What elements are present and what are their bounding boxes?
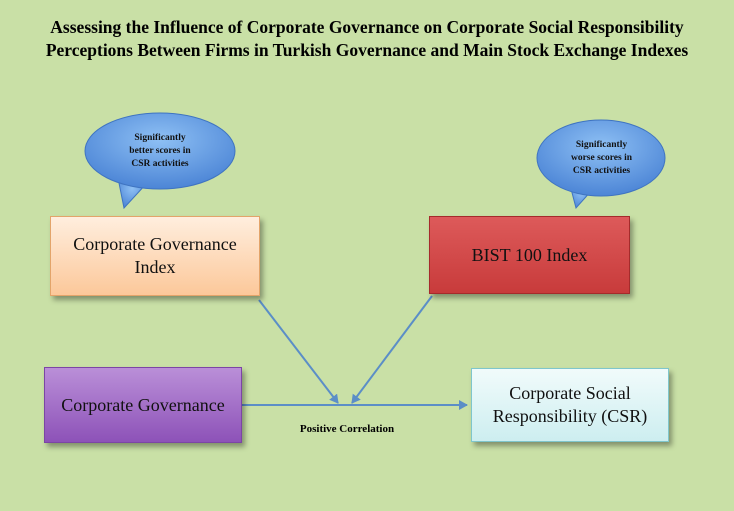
csr-line-1: Corporate Social [509,383,631,403]
speech-bubble-better [84,112,236,210]
cg-label: Corporate Governance [61,394,225,415]
node-corporate-governance-index: Corporate Governance Index [50,216,260,296]
callout-worse-scores: Significantly worse scores in CSR activi… [537,120,666,196]
node-bist-100-index: BIST 100 Index [429,216,630,294]
callout-worse-line-3: CSR activities [572,165,631,176]
callout-worse-line-2: worse scores in [570,152,633,163]
bubble-body-better [84,112,236,190]
title-line-1: Assessing the Influence of Corporate Gov… [50,17,684,37]
cg-index-line-1: Corporate Governance [73,234,237,254]
arrow-bist-to-correlation [351,295,433,404]
arrow-cg-index-to-correlation [258,299,339,404]
node-corporate-governance: Corporate Governance [44,367,242,443]
callout-worse-line-1: Significantly [575,139,628,150]
title-line-2: Perceptions Between Firms in Turkish Gov… [45,40,689,60]
bist-label: BIST 100 Index [471,244,588,265]
callout-better-line-3: CSR activities [131,158,189,169]
callout-better-scores: Significantly better scores in CSR activ… [85,113,235,189]
csr-line-2: Responsibility (CSR) [492,406,648,426]
cg-index-line-2: Index [134,257,176,277]
callout-better-line-1: Significantly [134,132,186,143]
callout-better-line-2: better scores in [129,145,191,156]
speech-bubble-worse [536,119,666,210]
node-corporate-social-responsibility: Corporate Social Responsibility (CSR) [471,368,669,442]
positive-correlation-label: Positive Correlation [299,423,395,435]
diagram-title: Assessing the Influence of Corporate Gov… [0,16,734,62]
bubble-body-worse [536,119,666,197]
